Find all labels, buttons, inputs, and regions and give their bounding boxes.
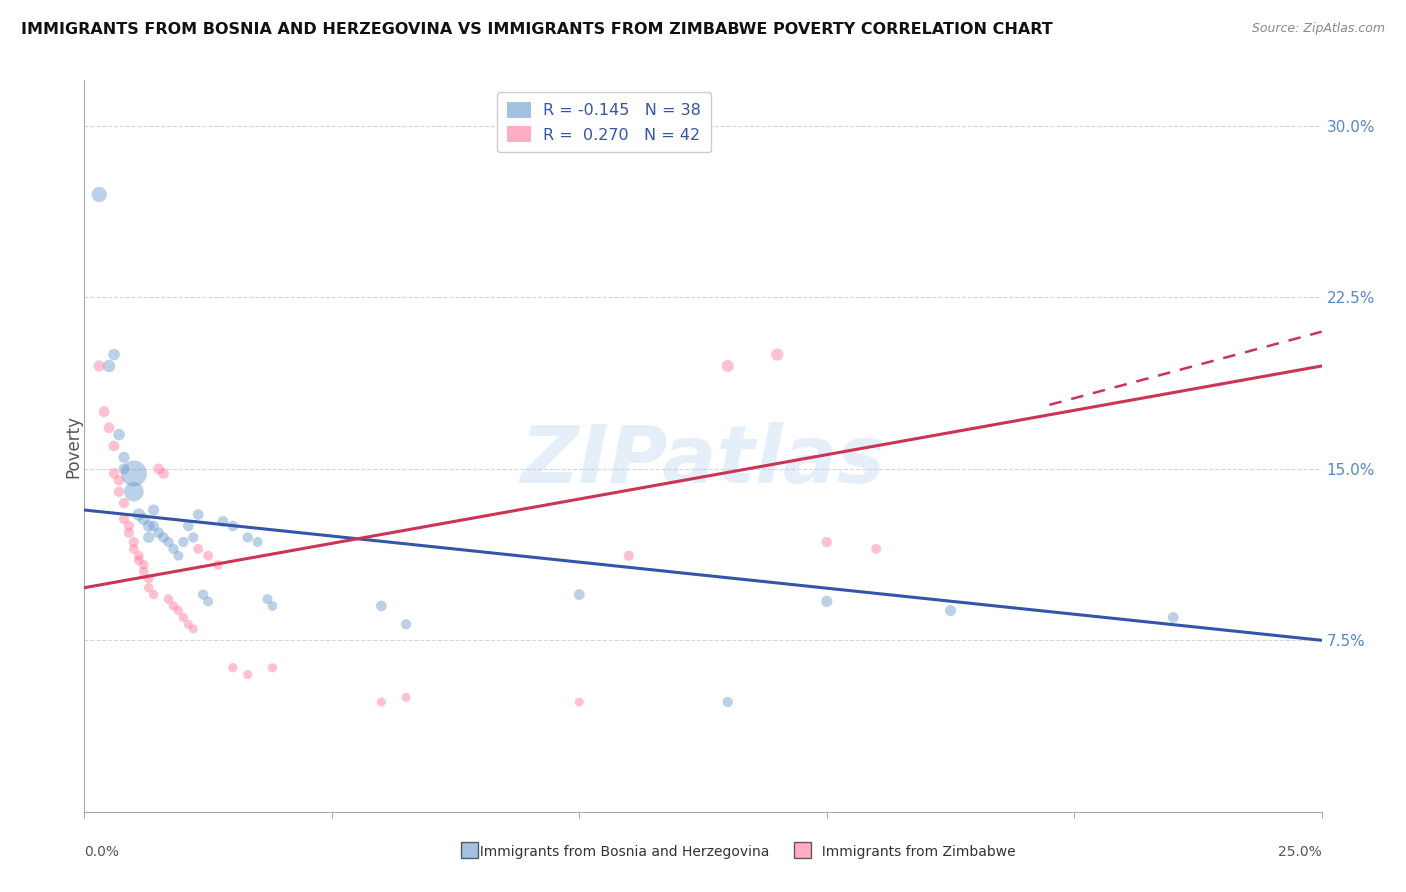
Point (132, 558, 155, 572)
Point (108, 484, 131, 499)
Point (617, 549, 640, 563)
Point (138, 572, 160, 586)
Point (167, 603, 190, 617)
Point (138, 519, 160, 533)
Point (122, 467, 145, 481)
Point (568, 695, 591, 709)
Text: ZIPatlas: ZIPatlas (520, 422, 886, 500)
FancyBboxPatch shape (461, 842, 478, 858)
Point (152, 530, 174, 544)
Point (395, 690, 418, 705)
Point (717, 359, 740, 373)
Point (132, 565, 155, 579)
Point (177, 617, 200, 632)
Point (212, 515, 235, 529)
Point (89, 359, 111, 373)
Point (939, 603, 962, 617)
Point (103, 467, 125, 481)
Point (112, 496, 135, 510)
Point (197, 549, 219, 563)
Point (112, 450, 135, 465)
Point (128, 553, 150, 567)
FancyBboxPatch shape (794, 842, 811, 858)
Point (93, 405, 115, 419)
Point (122, 535, 145, 549)
Point (142, 588, 165, 602)
Point (395, 617, 418, 632)
Y-axis label: Poverty: Poverty (65, 415, 82, 477)
Point (370, 599, 392, 613)
Point (766, 347, 789, 362)
Point (142, 519, 165, 533)
Point (112, 462, 135, 476)
Point (181, 622, 204, 636)
Point (187, 508, 209, 522)
Point (222, 519, 245, 533)
Point (138, 581, 160, 595)
Point (172, 535, 194, 549)
Text: Immigrants from Bosnia and Herzegovina: Immigrants from Bosnia and Herzegovina (471, 845, 769, 859)
Point (118, 519, 141, 533)
Point (98, 359, 121, 373)
Point (262, 661, 284, 675)
Point (108, 473, 131, 487)
Point (197, 594, 219, 608)
Text: Source: ZipAtlas.com: Source: ZipAtlas.com (1251, 22, 1385, 36)
Point (112, 512, 135, 526)
Point (172, 610, 194, 624)
Point (162, 541, 184, 556)
Point (89, 187, 111, 202)
Point (1161, 610, 1184, 624)
Point (103, 347, 125, 362)
Text: 0.0%: 0.0% (84, 845, 120, 859)
Point (148, 525, 170, 540)
Point (181, 530, 204, 544)
Point (236, 667, 259, 681)
Point (122, 484, 145, 499)
Point (207, 558, 229, 572)
Point (128, 549, 150, 563)
Point (157, 592, 180, 607)
Point (236, 530, 259, 544)
Point (98, 420, 121, 434)
Point (370, 695, 392, 709)
Point (157, 535, 180, 549)
Point (167, 549, 190, 563)
Text: 25.0%: 25.0% (1278, 845, 1322, 859)
Point (118, 525, 141, 540)
Point (138, 530, 160, 544)
Point (262, 599, 284, 613)
Point (122, 541, 145, 556)
Point (152, 467, 174, 481)
Point (815, 535, 838, 549)
Point (256, 592, 278, 607)
Text: Immigrants from Zimbabwe: Immigrants from Zimbabwe (813, 845, 1015, 859)
Text: IMMIGRANTS FROM BOSNIA AND HERZEGOVINA VS IMMIGRANTS FROM ZIMBABWE POVERTY CORRE: IMMIGRANTS FROM BOSNIA AND HERZEGOVINA V… (21, 22, 1053, 37)
Point (142, 503, 165, 517)
Point (187, 541, 209, 556)
Point (132, 512, 155, 526)
Point (222, 661, 245, 675)
Point (717, 695, 740, 709)
Legend: R = -0.145   N = 38, R =  0.270   N = 42: R = -0.145 N = 38, R = 0.270 N = 42 (498, 92, 711, 153)
Point (108, 427, 131, 442)
Point (148, 462, 170, 476)
Point (815, 594, 838, 608)
Point (177, 519, 200, 533)
Point (568, 588, 591, 602)
Point (103, 439, 125, 453)
Point (246, 535, 269, 549)
Point (128, 508, 150, 522)
Point (162, 599, 184, 613)
Point (191, 588, 214, 602)
Point (865, 541, 887, 556)
